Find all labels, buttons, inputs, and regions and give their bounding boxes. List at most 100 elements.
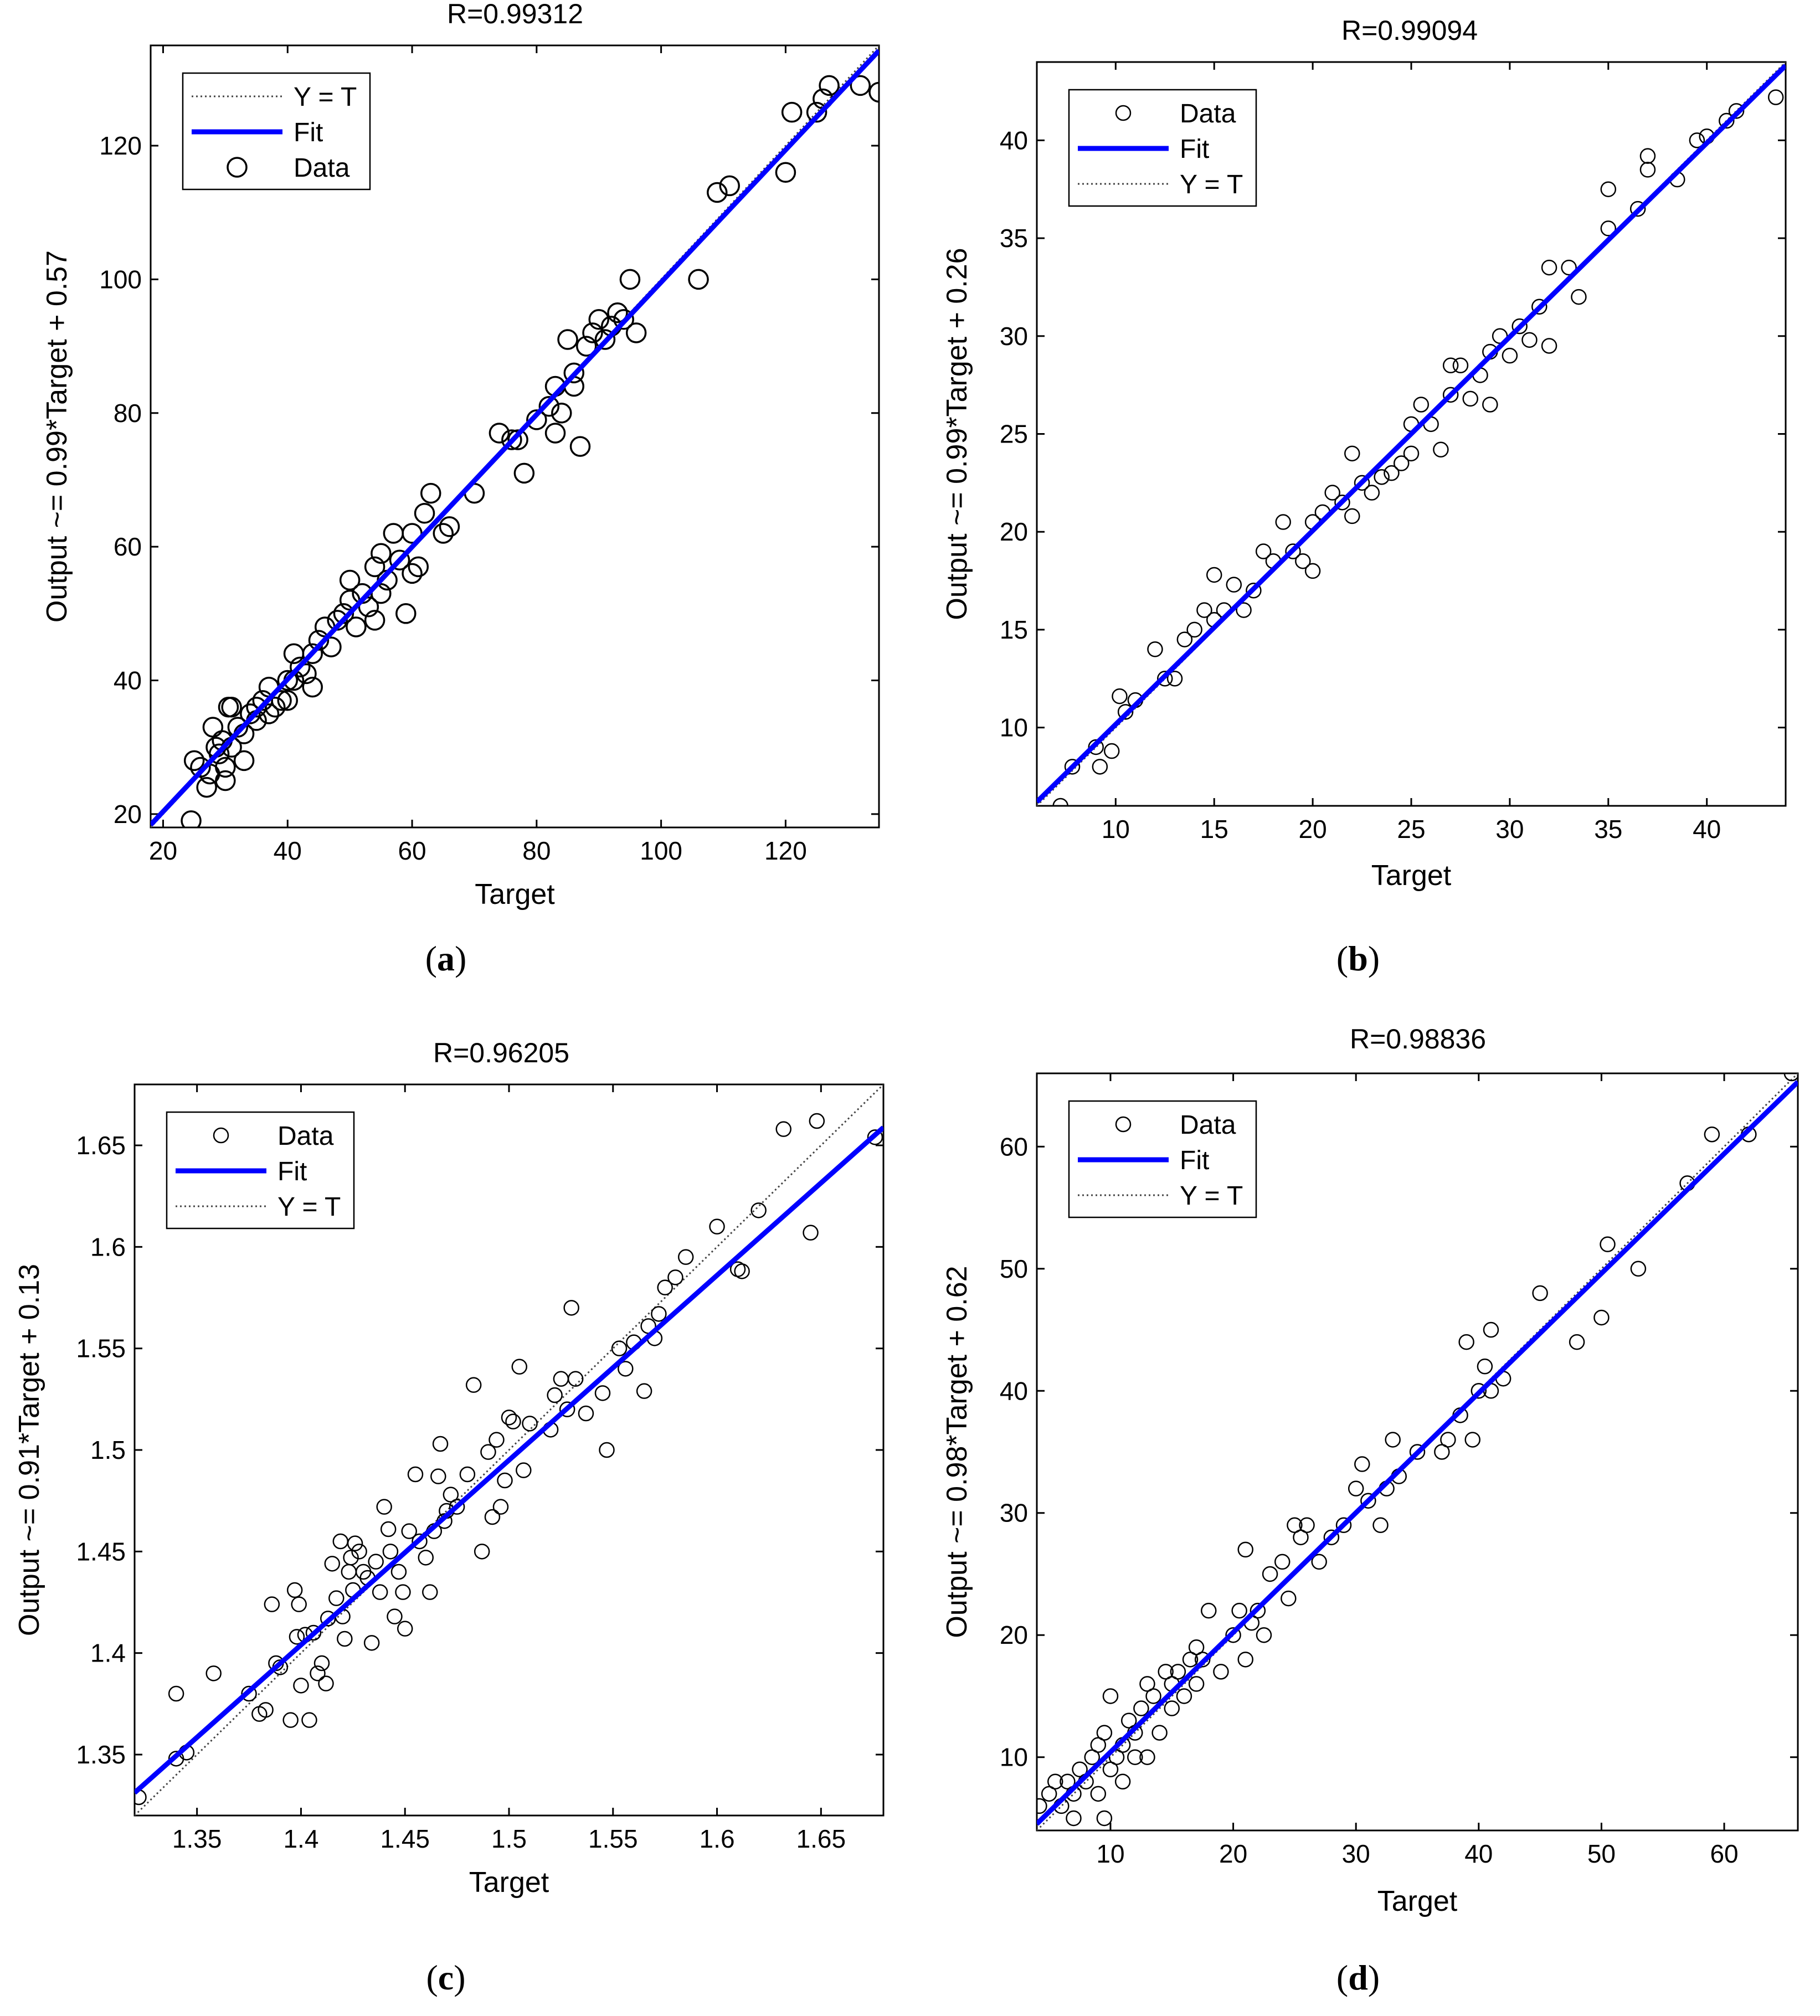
x-tick-label: 1.4 — [283, 1824, 318, 1853]
x-tick-label: 20 — [149, 836, 177, 865]
data-point — [233, 750, 255, 772]
data-point — [402, 563, 423, 584]
data-point — [1639, 148, 1656, 164]
data-point — [1139, 1749, 1155, 1765]
data-point — [569, 436, 591, 457]
data-point — [1511, 318, 1528, 335]
data-point — [1157, 671, 1173, 687]
data-point — [1464, 1432, 1480, 1448]
plot-area — [135, 1084, 883, 1816]
data-point — [1194, 1652, 1211, 1668]
legend: Data Fit Y = T — [166, 1111, 355, 1230]
data-point — [1541, 338, 1557, 354]
data-point — [526, 409, 547, 430]
y-tick-label: 40 — [114, 666, 142, 695]
data-point — [492, 1499, 509, 1515]
x-tick-label: 30 — [1495, 815, 1524, 844]
identity-line — [135, 1084, 883, 1816]
data-point — [1256, 1627, 1272, 1643]
data-point — [1344, 508, 1360, 524]
fit-line — [135, 1125, 883, 1795]
data-point — [168, 1685, 184, 1702]
data-point — [258, 1702, 274, 1718]
y-tick-label: 80 — [114, 399, 142, 428]
data-point — [538, 395, 560, 417]
legend-label: Fit — [277, 1157, 307, 1186]
legend-label: Y = T — [294, 83, 357, 112]
chart-title: R=0.99312 — [447, 0, 583, 29]
x-tick-label: 10 — [1102, 815, 1130, 844]
x-axis-label: Target — [1377, 1885, 1458, 1917]
data-point — [1084, 1749, 1100, 1765]
data-point — [1600, 181, 1617, 197]
fit-line — [1037, 64, 1786, 804]
legend: Data Fit Y = T — [1068, 89, 1257, 207]
data-point — [1413, 397, 1430, 413]
x-tick-label: 25 — [1397, 815, 1425, 844]
data-point — [507, 429, 528, 450]
data-point — [1096, 1810, 1113, 1827]
data-point — [1188, 1639, 1205, 1655]
data-point — [221, 697, 242, 718]
chart-panel-d: 10 20 30 40 50 60 10 20 30 40 50 60 R=0.98836 Target O… — [941, 1024, 1799, 1997]
x-tick-label: 50 — [1587, 1839, 1616, 1868]
data-point — [1374, 469, 1390, 485]
data-point — [395, 603, 417, 624]
y-tick-label: 20 — [1000, 1621, 1028, 1649]
y-tick-label: 1.35 — [76, 1740, 126, 1769]
data-point — [1295, 553, 1311, 569]
data-point — [719, 175, 741, 197]
data-point — [328, 1590, 345, 1606]
y-tick-label: 15 — [1000, 615, 1028, 644]
data-point — [1120, 1712, 1137, 1729]
panel-caption: (b) — [1336, 939, 1380, 978]
x-tick-label: 15 — [1200, 815, 1228, 844]
data-point — [1072, 1761, 1088, 1778]
x-tick-label: 40 — [274, 836, 302, 865]
data-point — [390, 1564, 407, 1580]
data-point — [1281, 1590, 1297, 1607]
data-point — [1348, 1480, 1364, 1496]
data-point — [480, 1444, 496, 1460]
data-point — [1176, 631, 1193, 647]
data-point — [1293, 1529, 1309, 1546]
data-point — [563, 362, 585, 384]
legend-label: Y = T — [277, 1192, 341, 1222]
data-point — [607, 302, 628, 323]
data-point — [559, 1401, 575, 1417]
data-point — [289, 656, 311, 678]
data-point — [1569, 1334, 1585, 1350]
data-point — [505, 1413, 521, 1429]
x-tick-label: 60 — [1710, 1839, 1738, 1868]
data-point — [1728, 103, 1745, 119]
chart-title: R=0.98836 — [1350, 1024, 1486, 1055]
data-point — [501, 429, 522, 450]
data-point — [1541, 259, 1557, 276]
data-point — [215, 757, 236, 778]
y-tick-label: 50 — [1000, 1254, 1028, 1283]
data-point — [407, 1466, 424, 1483]
data-point — [1719, 112, 1735, 129]
chart-panel-c: 1.35 1.4 1.45 1.5 1.55 1.6 1.65 1.35 1.4 1.45 1.5 1… — [13, 1037, 885, 1997]
data-point — [1151, 1725, 1168, 1741]
data-point — [1354, 1456, 1370, 1472]
data-point — [282, 1712, 299, 1728]
data-point — [1090, 1786, 1107, 1802]
data-point — [1213, 1664, 1229, 1680]
data-point — [1403, 445, 1420, 462]
y-tick-label: 100 — [99, 265, 142, 294]
data-point — [264, 1596, 280, 1612]
data-point — [594, 1385, 611, 1401]
data-point — [1630, 1261, 1647, 1277]
data-point — [707, 182, 728, 203]
data-point — [775, 1121, 791, 1137]
data-point — [819, 75, 840, 96]
y-tick-label: 30 — [1000, 1499, 1028, 1528]
data-point — [1066, 1810, 1082, 1827]
data-point — [205, 1665, 222, 1681]
data-point — [667, 1269, 683, 1285]
data-point — [1477, 1358, 1493, 1375]
data-point — [371, 543, 392, 564]
data-point — [1103, 743, 1120, 759]
data-point — [1052, 798, 1068, 806]
